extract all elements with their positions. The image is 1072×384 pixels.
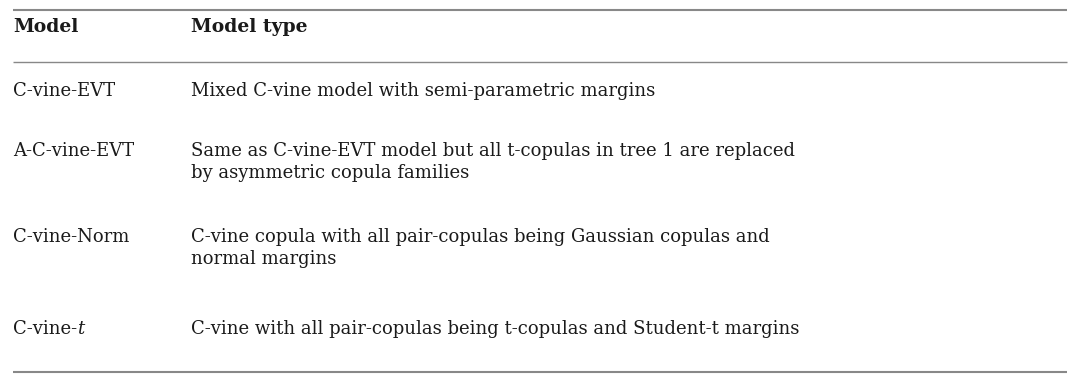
Text: C-vine with all pair-copulas being t-copulas and Student-t margins: C-vine with all pair-copulas being t-cop… <box>191 320 800 338</box>
Text: Same as C-vine-EVT model but all t-copulas in tree 1 are replaced: Same as C-vine-EVT model but all t-copul… <box>191 142 794 160</box>
Text: t: t <box>77 320 85 338</box>
Text: by asymmetric copula families: by asymmetric copula families <box>191 164 470 182</box>
Text: Model type: Model type <box>191 18 308 36</box>
Text: C-vine-: C-vine- <box>13 320 77 338</box>
Text: C-vine copula with all pair-copulas being Gaussian copulas and: C-vine copula with all pair-copulas bein… <box>191 228 770 246</box>
Text: normal margins: normal margins <box>191 250 337 268</box>
Text: Mixed C-vine model with semi-parametric margins: Mixed C-vine model with semi-parametric … <box>191 82 655 100</box>
Text: C-vine-Norm: C-vine-Norm <box>13 228 130 246</box>
Text: Model: Model <box>13 18 78 36</box>
Text: C-vine-EVT: C-vine-EVT <box>13 82 115 100</box>
Text: A-C-vine-EVT: A-C-vine-EVT <box>13 142 134 160</box>
